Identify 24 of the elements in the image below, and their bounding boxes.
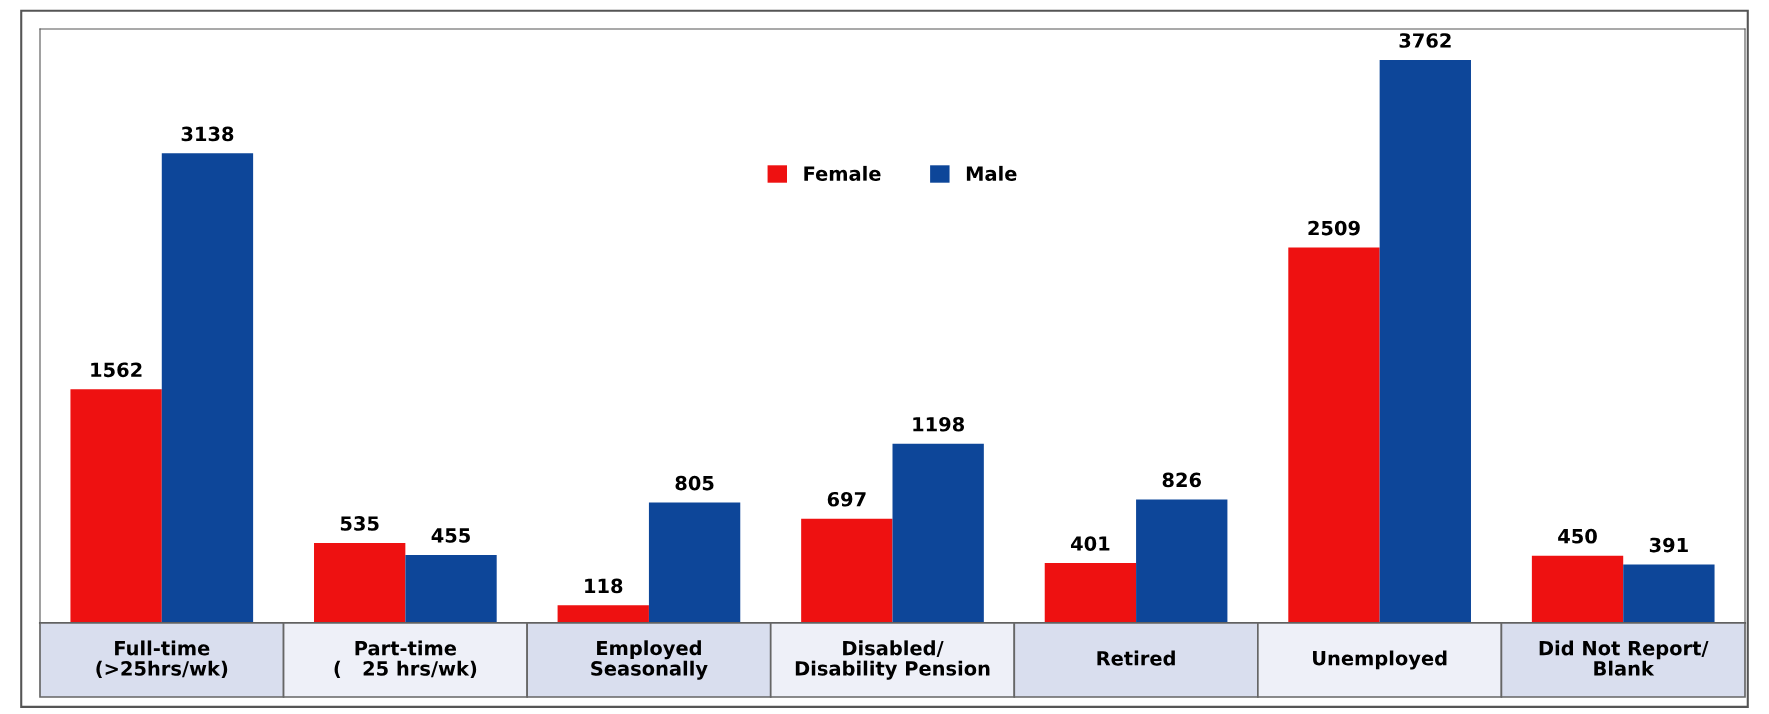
- x-tick-label: Part-time ( 25 hrs/wk): [334, 640, 477, 679]
- legend-label: Female: [804, 165, 881, 181]
- legend-label: Male: [966, 165, 1017, 181]
- x-tick-label: Unemployed: [1313, 650, 1447, 670]
- x-tick-label: Full-time (>25hrs/wk): [96, 640, 228, 679]
- data-label: 1198: [913, 416, 965, 432]
- bar: [557, 605, 649, 623]
- data-label: 401: [1070, 536, 1110, 551]
- data-label: 805: [675, 475, 714, 491]
- x-tick-label: Retired: [1097, 650, 1175, 666]
- data-label: 1562: [91, 362, 142, 378]
- data-label: 455: [431, 528, 470, 543]
- x-tick-label: Employed Seasonally: [591, 640, 708, 680]
- data-label: 2509: [1308, 220, 1360, 236]
- data-label: 697: [827, 491, 866, 507]
- data-label: 826: [1162, 472, 1201, 488]
- x-tick-label: Disabled/ Disability Pension: [795, 640, 990, 680]
- x-tick-label: Did Not Report/ Blank: [1539, 640, 1709, 676]
- data-label: 118: [585, 578, 623, 594]
- data-label: 535: [340, 516, 379, 531]
- data-label: 391: [1649, 537, 1688, 553]
- data-label: 450: [1558, 528, 1597, 544]
- data-label: 3138: [181, 126, 234, 142]
- data-label: 3762: [1399, 33, 1451, 48]
